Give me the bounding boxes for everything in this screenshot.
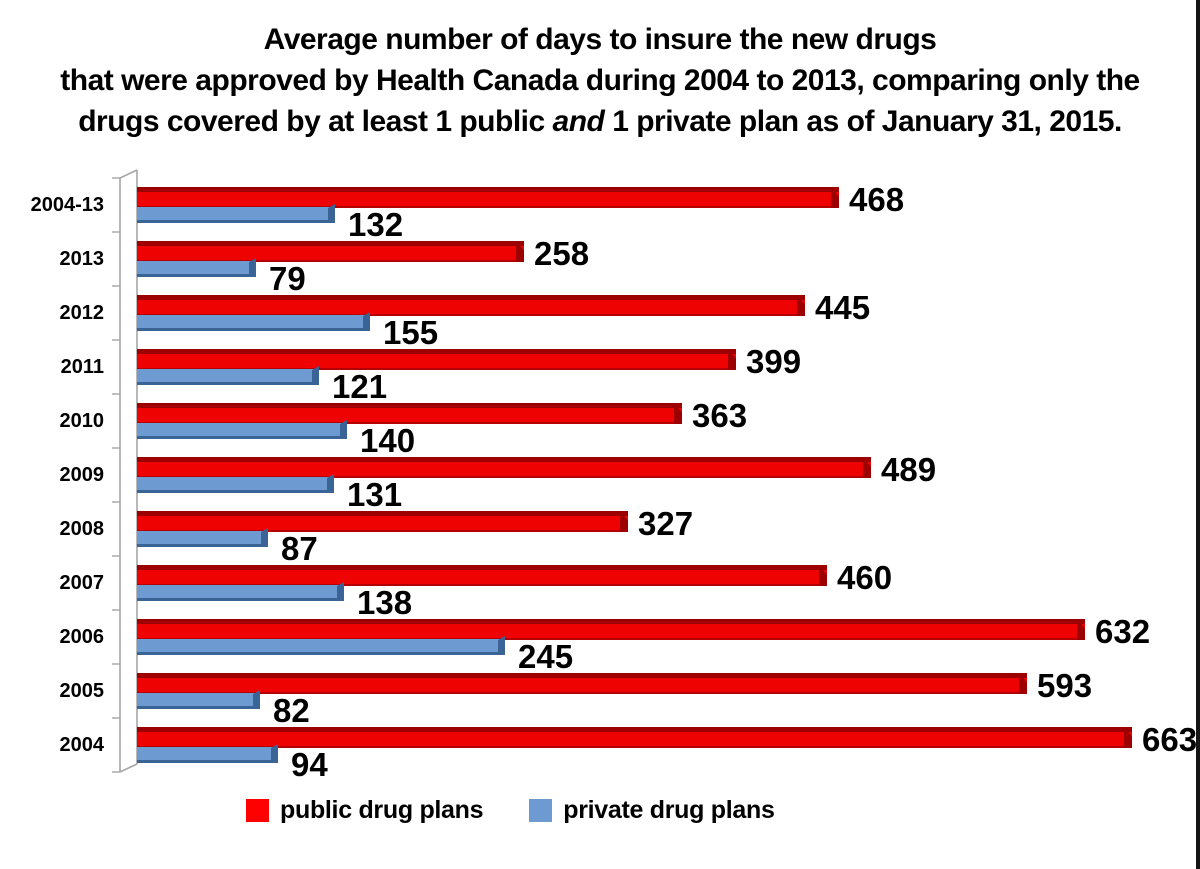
legend-item-public: public drug plans [246, 796, 484, 825]
bar-public-2013 [137, 241, 524, 262]
category-label-2007: 2007 [59, 572, 105, 594]
title-line-3: drugs covered by at least 1 public and 1… [0, 101, 1200, 142]
bar-public-cap-2008 [620, 511, 628, 532]
bar-private-2010 [137, 420, 347, 439]
value-label-private-2009: 131 [347, 476, 403, 513]
legend-item-private: private drug plans [529, 796, 775, 825]
value-label-private-2011: 121 [332, 368, 388, 405]
value-label-private-2013: 79 [269, 260, 306, 297]
chart-title: Average number of days to insure the new… [0, 19, 1200, 142]
bar-private-cap-2008 [261, 528, 268, 547]
bar-public-cap-2007 [819, 565, 827, 586]
bar-public-2004 [137, 727, 1132, 748]
value-label-public-2007: 460 [837, 559, 893, 596]
value-label-public-2005: 593 [1037, 667, 1093, 704]
bar-private-cap-2005 [253, 690, 260, 709]
legend-swatch-public-icon [246, 799, 269, 822]
category-label-2013: 2013 [59, 248, 105, 270]
legend-label-private: private drug plans [563, 796, 775, 824]
value-label-public-2006: 632 [1095, 613, 1151, 650]
title-line-3-italic: and [552, 105, 605, 138]
value-label-private-2004: 94 [291, 746, 328, 783]
category-label-2004-13: 2004-13 [30, 194, 104, 216]
value-label-public-2004-13: 468 [849, 181, 905, 218]
value-label-public-2009: 489 [881, 451, 937, 488]
bar-public-cap-2004-13 [831, 187, 839, 208]
bar-private-cap-2006 [498, 636, 505, 655]
value-label-public-2011: 399 [746, 343, 802, 380]
right-border-line [1196, 0, 1200, 869]
bar-private-2004-13 [137, 204, 335, 223]
bar-private-2005 [137, 690, 260, 709]
bar-public-2004-13 [137, 187, 839, 208]
legend: public drug plans private drug plans [0, 796, 1200, 825]
category-label-2012: 2012 [59, 302, 105, 324]
category-label-2008: 2008 [59, 518, 105, 540]
bar-private-cap-2004-13 [328, 204, 335, 223]
bar-public-cap-2006 [1077, 619, 1085, 640]
category-label-2005: 2005 [59, 680, 105, 702]
bar-public-2011 [137, 349, 736, 370]
title-line-1: Average number of days to insure the new… [263, 23, 937, 56]
value-label-private-2007: 138 [357, 584, 413, 621]
legend-swatch-private-icon [529, 799, 553, 822]
bar-public-2010 [137, 403, 682, 424]
bar-public-cap-2005 [1019, 673, 1027, 694]
category-label-2010: 2010 [59, 410, 105, 432]
bar-public-2007 [137, 565, 827, 586]
bar-private-cap-2007 [337, 582, 344, 601]
bar-public-2008 [137, 511, 628, 532]
bar-public-cap-2013 [516, 241, 524, 262]
bar-public-cap-2012 [797, 295, 805, 316]
value-label-private-2012: 155 [383, 314, 439, 351]
value-label-public-2008: 327 [638, 505, 694, 542]
category-label-2004: 2004 [59, 734, 105, 756]
bar-public-2005 [137, 673, 1027, 694]
title-line-3-post: 1 private plan as of January 31, 2015. [604, 105, 1122, 138]
bar-public-cap-2009 [863, 457, 871, 478]
bar-public-2012 [137, 295, 805, 316]
bar-private-2004 [137, 744, 278, 763]
value-label-private-2008: 87 [281, 530, 318, 567]
value-label-private-2006: 245 [518, 638, 574, 675]
value-label-public-2013: 258 [534, 235, 590, 272]
value-label-public-2004: 663 [1142, 721, 1198, 758]
value-label-private-2010: 140 [360, 422, 416, 459]
value-label-public-2012: 445 [815, 289, 871, 326]
bar-public-2009 [137, 457, 871, 478]
bar-private-2009 [137, 474, 334, 493]
bar-private-cap-2009 [327, 474, 334, 493]
bar-private-2013 [137, 258, 256, 277]
bar-private-2006 [137, 636, 505, 655]
category-label-2011: 2011 [60, 356, 104, 378]
bar-public-2006 [137, 619, 1085, 640]
title-line-3-pre: drugs covered by at least 1 public [78, 105, 553, 138]
bar-private-cap-2011 [312, 366, 319, 385]
bar-public-cap-2010 [674, 403, 682, 424]
category-label-2009: 2009 [59, 464, 105, 486]
bar-private-cap-2010 [340, 420, 347, 439]
category-label-2006: 2006 [59, 626, 105, 648]
bar-private-2008 [137, 528, 268, 547]
bar-public-cap-2004 [1124, 727, 1132, 748]
value-label-public-2010: 363 [692, 397, 748, 434]
bar-private-2012 [137, 312, 370, 331]
bar-private-2011 [137, 366, 319, 385]
bar-private-cap-2012 [363, 312, 370, 331]
title-line-2: that were approved by Health Canada duri… [60, 64, 1140, 97]
bar-public-cap-2011 [728, 349, 736, 370]
bar-private-2007 [137, 582, 344, 601]
value-label-private-2004-13: 132 [348, 206, 404, 243]
value-label-private-2005: 82 [273, 692, 310, 729]
bar-private-cap-2004 [271, 744, 278, 763]
legend-label-public: public drug plans [280, 796, 484, 824]
bar-private-cap-2013 [249, 258, 256, 277]
